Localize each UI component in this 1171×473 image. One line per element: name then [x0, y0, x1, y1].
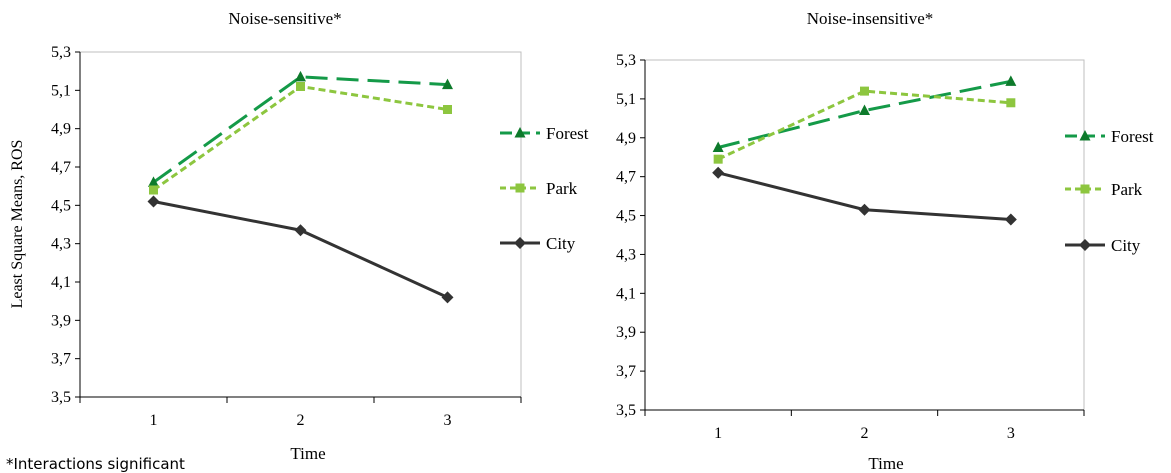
legend-label: Forest	[546, 124, 589, 143]
data-point-city	[441, 291, 454, 304]
legend-label: Park	[546, 179, 578, 198]
legend-label: Forest	[1111, 127, 1154, 146]
legend-label: City	[1111, 236, 1141, 255]
data-point-forest	[442, 78, 453, 90]
y-tick-label: 4,7	[51, 159, 71, 176]
data-point-park	[149, 185, 158, 195]
data-point-forest	[148, 176, 159, 187]
noise-sensitive-panel: 3,5 3,7 3,9 4,1 4,3 4,5 4,7 4,9 5,1 5,3 1 2 3 Noise-s…	[9, 9, 589, 463]
y-tick-label: 4,5	[51, 197, 71, 214]
y-tick-label: 4,7	[616, 169, 636, 186]
y-tick-label: 5,1	[51, 82, 71, 99]
series-line-forest	[152, 75, 448, 184]
x-axis-label: Time	[868, 454, 903, 473]
y-tick-label: 3,5	[616, 402, 636, 419]
data-point-city	[294, 224, 307, 237]
series-line-forest	[717, 79, 1012, 149]
data-point-forest	[295, 70, 306, 82]
y-tick-label: 3,7	[51, 351, 71, 368]
y-tick-label: 4,9	[616, 130, 636, 147]
y-tick-label: 5,1	[616, 91, 636, 108]
series-line-park	[152, 84, 448, 192]
y-tick-label: 5,3	[616, 52, 636, 69]
legend-marker-city	[1079, 239, 1091, 251]
chart-title: Noise-insensitive*	[807, 9, 934, 28]
data-point-city	[712, 166, 725, 179]
data-point-park	[1006, 98, 1016, 108]
legend-marker-park	[515, 183, 525, 193]
legend-item-city: City	[1065, 236, 1141, 255]
series-line-city	[153, 200, 449, 299]
footnote: *Interactions significant	[6, 455, 185, 473]
y-tick-label: 3,9	[616, 324, 636, 341]
data-point-city	[147, 195, 160, 208]
y-axis-label: Least Square Means, ROS	[9, 140, 26, 309]
legend-item-park: Park	[1065, 180, 1143, 199]
y-tick-label: 4,9	[51, 121, 71, 138]
x-tick-label: 2	[861, 425, 869, 442]
legend-item-city: City	[500, 234, 576, 253]
y-tick-label: 3,5	[51, 389, 71, 406]
x-tick-label: 2	[297, 412, 305, 429]
x-tick-label: 3	[444, 412, 452, 429]
data-point-forest	[712, 141, 724, 152]
y-tick-label: 5,3	[51, 44, 71, 61]
legend-marker-forest	[1079, 130, 1091, 141]
legend-marker-park	[1080, 184, 1090, 194]
data-point-city	[1004, 213, 1017, 226]
data-point-park	[443, 105, 452, 114]
data-point-park	[296, 82, 305, 91]
y-tick-label: 4,3	[616, 246, 636, 263]
data-point-park	[860, 86, 869, 96]
x-axis-label: Time	[290, 444, 325, 463]
y-tick-label: 4,5	[616, 208, 636, 225]
x-tick-label: 1	[150, 412, 158, 429]
legend-label: Park	[1111, 180, 1143, 199]
data-point-park	[713, 154, 723, 164]
data-point-forest	[1005, 75, 1017, 86]
noise-insensitive-panel: 3,5 3,7 3,9 4,1 4,3 4,5 4,7 4,9 5,1 5,3 1 2 3 Noise-i…	[616, 9, 1154, 473]
legend-item-forest: Forest	[500, 124, 589, 143]
data-point-forest	[859, 104, 870, 116]
y-tick-label: 4,1	[616, 285, 636, 302]
legend-item-park: Park	[500, 179, 578, 198]
data-point-city	[858, 203, 871, 216]
legend-marker-city	[514, 237, 526, 249]
y-tick-label: 3,7	[616, 363, 636, 380]
legend-marker-forest	[514, 127, 526, 138]
legend-item-forest: Forest	[1065, 127, 1154, 146]
y-tick-label: 4,3	[51, 236, 71, 253]
series-line-park	[717, 89, 1011, 161]
x-tick-label: 3	[1007, 425, 1015, 442]
y-tick-label: 3,9	[51, 312, 71, 329]
legend-label: City	[546, 234, 576, 253]
x-tick-label: 1	[714, 425, 722, 442]
y-tick-label: 4,1	[51, 274, 71, 291]
chart-title: Noise-sensitive*	[228, 9, 341, 28]
